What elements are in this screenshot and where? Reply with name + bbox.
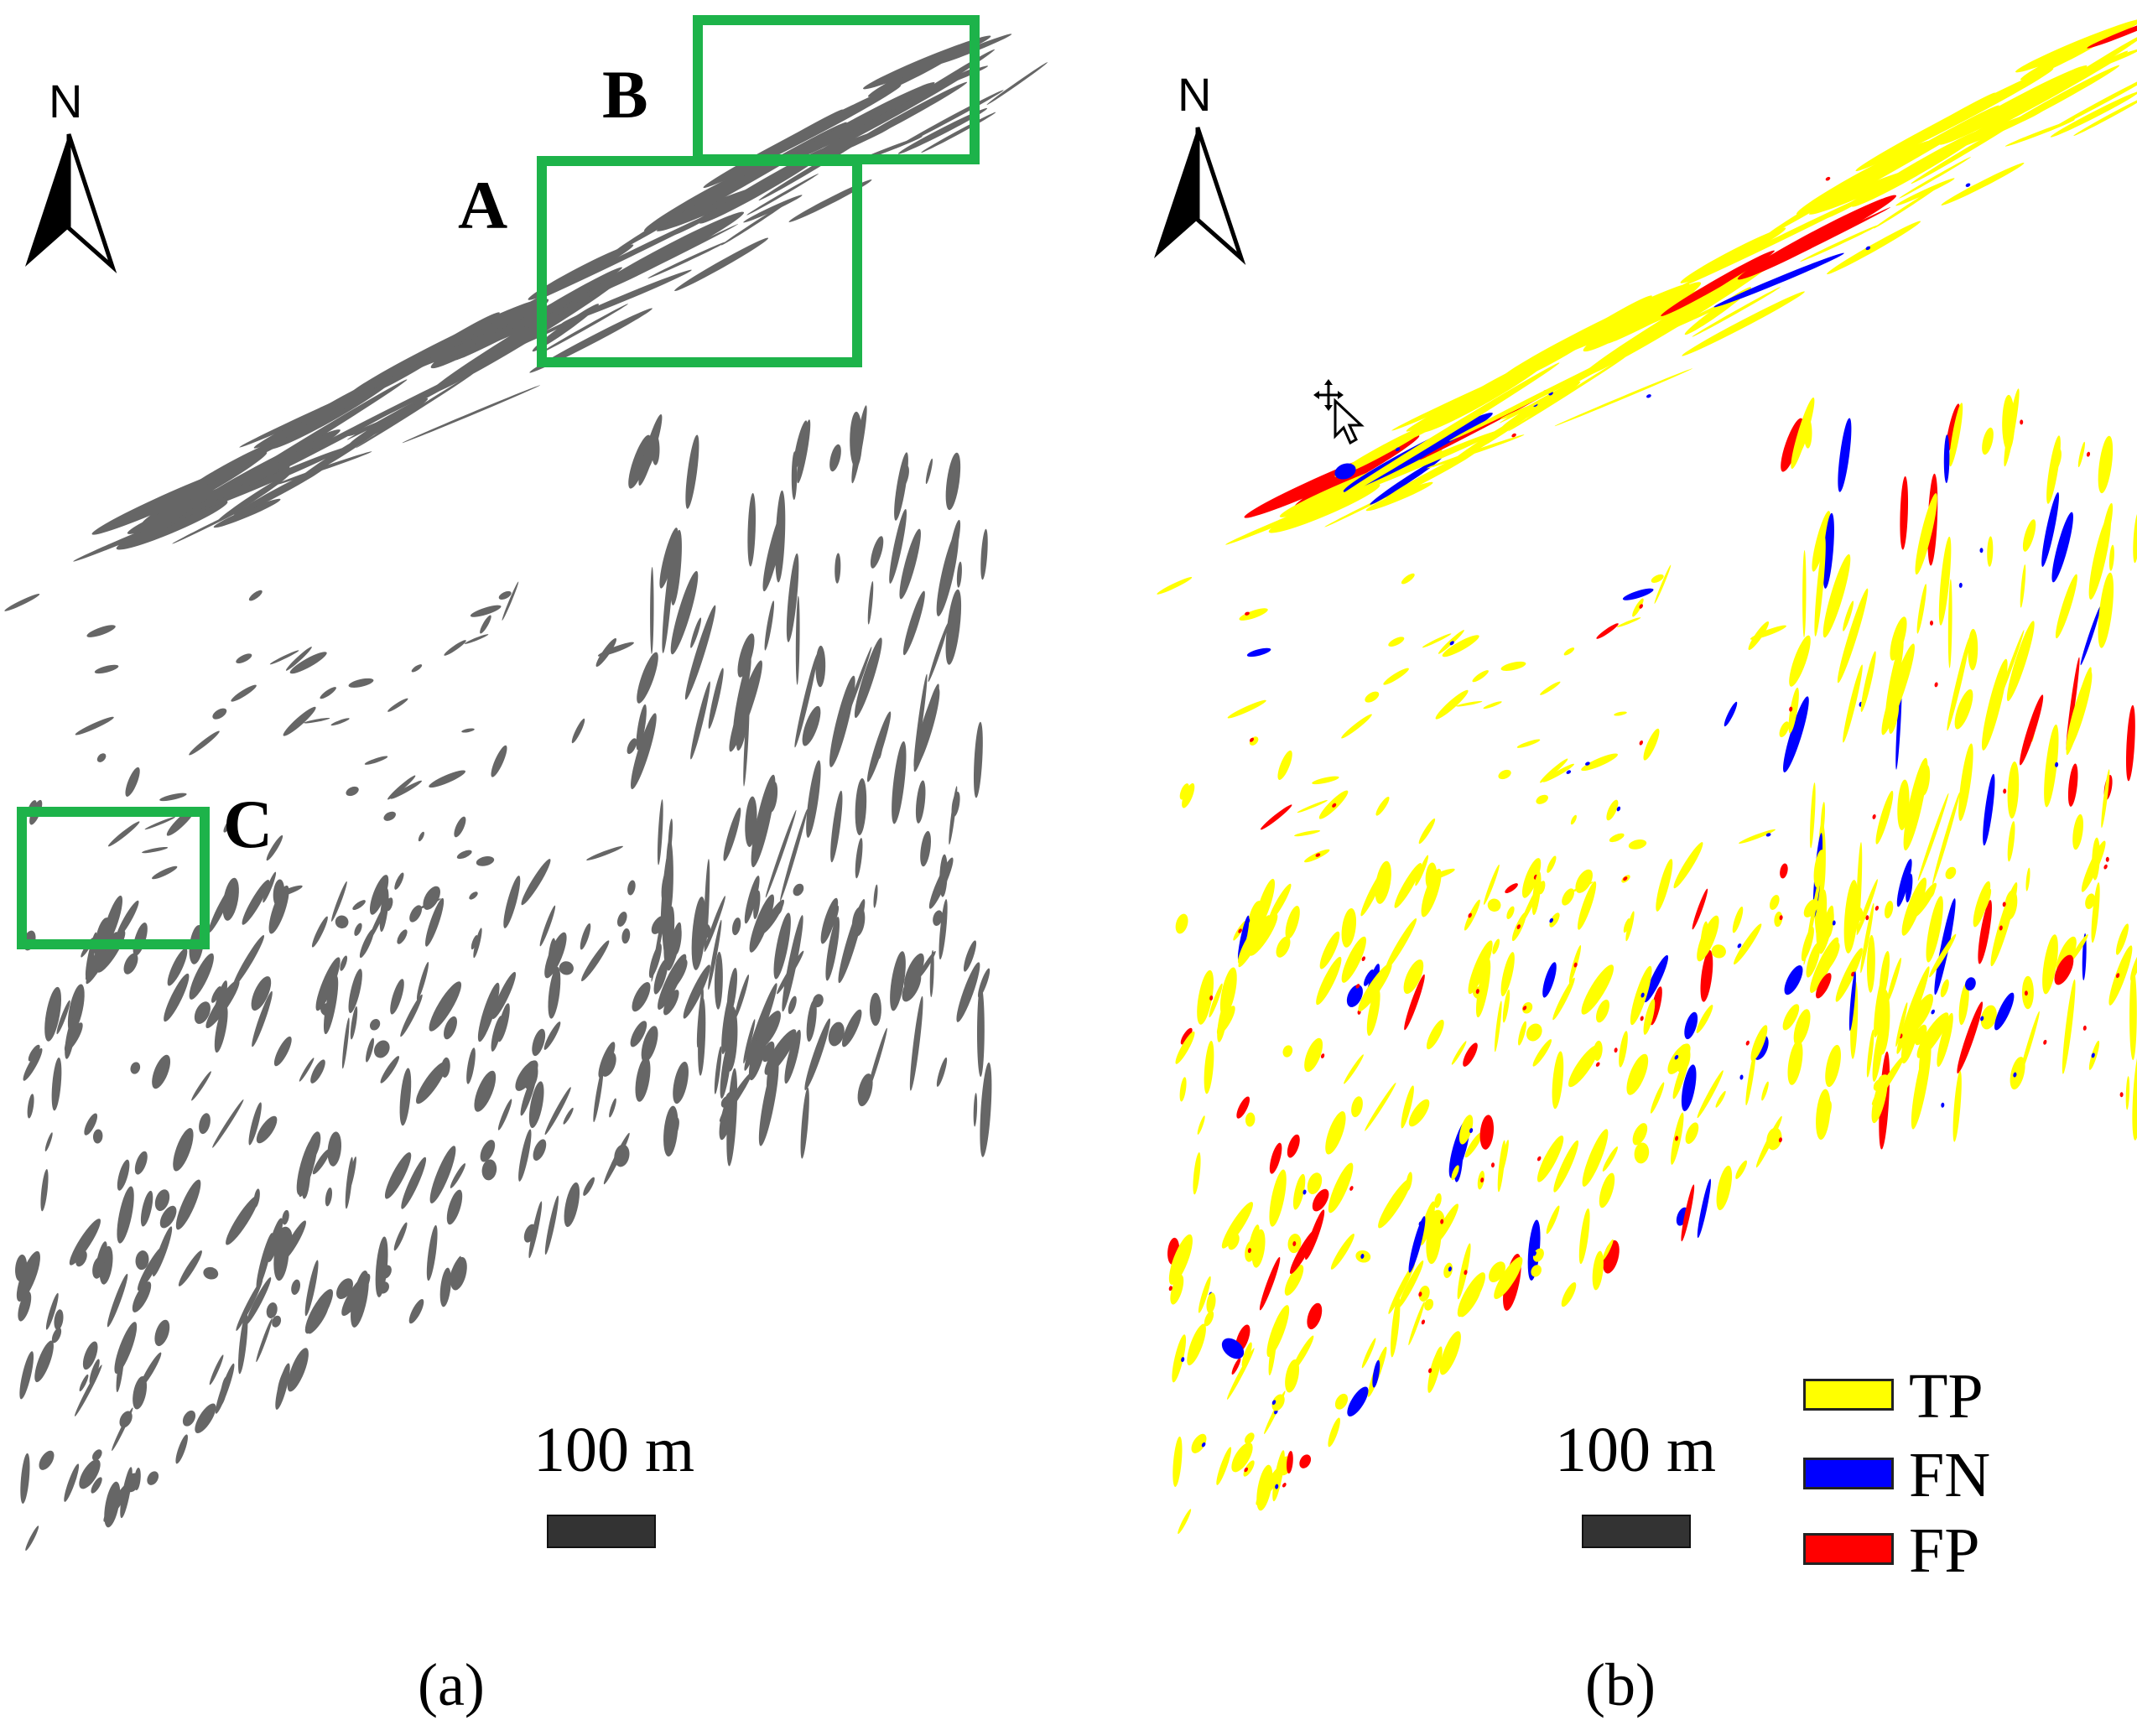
legend-swatch	[1803, 1379, 1894, 1411]
classification-map-b	[1157, 17, 2137, 1535]
roi-label-b: B	[602, 56, 648, 133]
move-cursor-icon	[1313, 379, 1365, 445]
legend-label: TP	[1909, 1361, 1984, 1432]
north-label: N	[49, 75, 83, 127]
panel-b: N 100 m TP FN FP (b)	[1068, 0, 2137, 1736]
scale-bar	[547, 1515, 656, 1548]
legend-label: FN	[1909, 1440, 1991, 1510]
panel-a: N A B C 100 m (a)	[0, 0, 1068, 1736]
roi-label-c: C	[223, 786, 273, 862]
north-label: N	[1178, 68, 1212, 121]
roi-label-a: A	[458, 167, 508, 243]
legend-swatch	[1803, 1458, 1894, 1489]
scale-label: 100 m	[1555, 1415, 1717, 1485]
legend-swatch	[1803, 1533, 1894, 1565]
fracture-features	[4, 34, 1048, 1551]
caption-b: (b)	[1585, 1651, 1656, 1718]
legend-label: FP	[1909, 1515, 1980, 1586]
caption-a: (a)	[418, 1651, 485, 1718]
classified-features	[1157, 17, 2137, 1535]
scale-label: 100 m	[533, 1415, 695, 1485]
scale-bar	[1582, 1515, 1691, 1548]
